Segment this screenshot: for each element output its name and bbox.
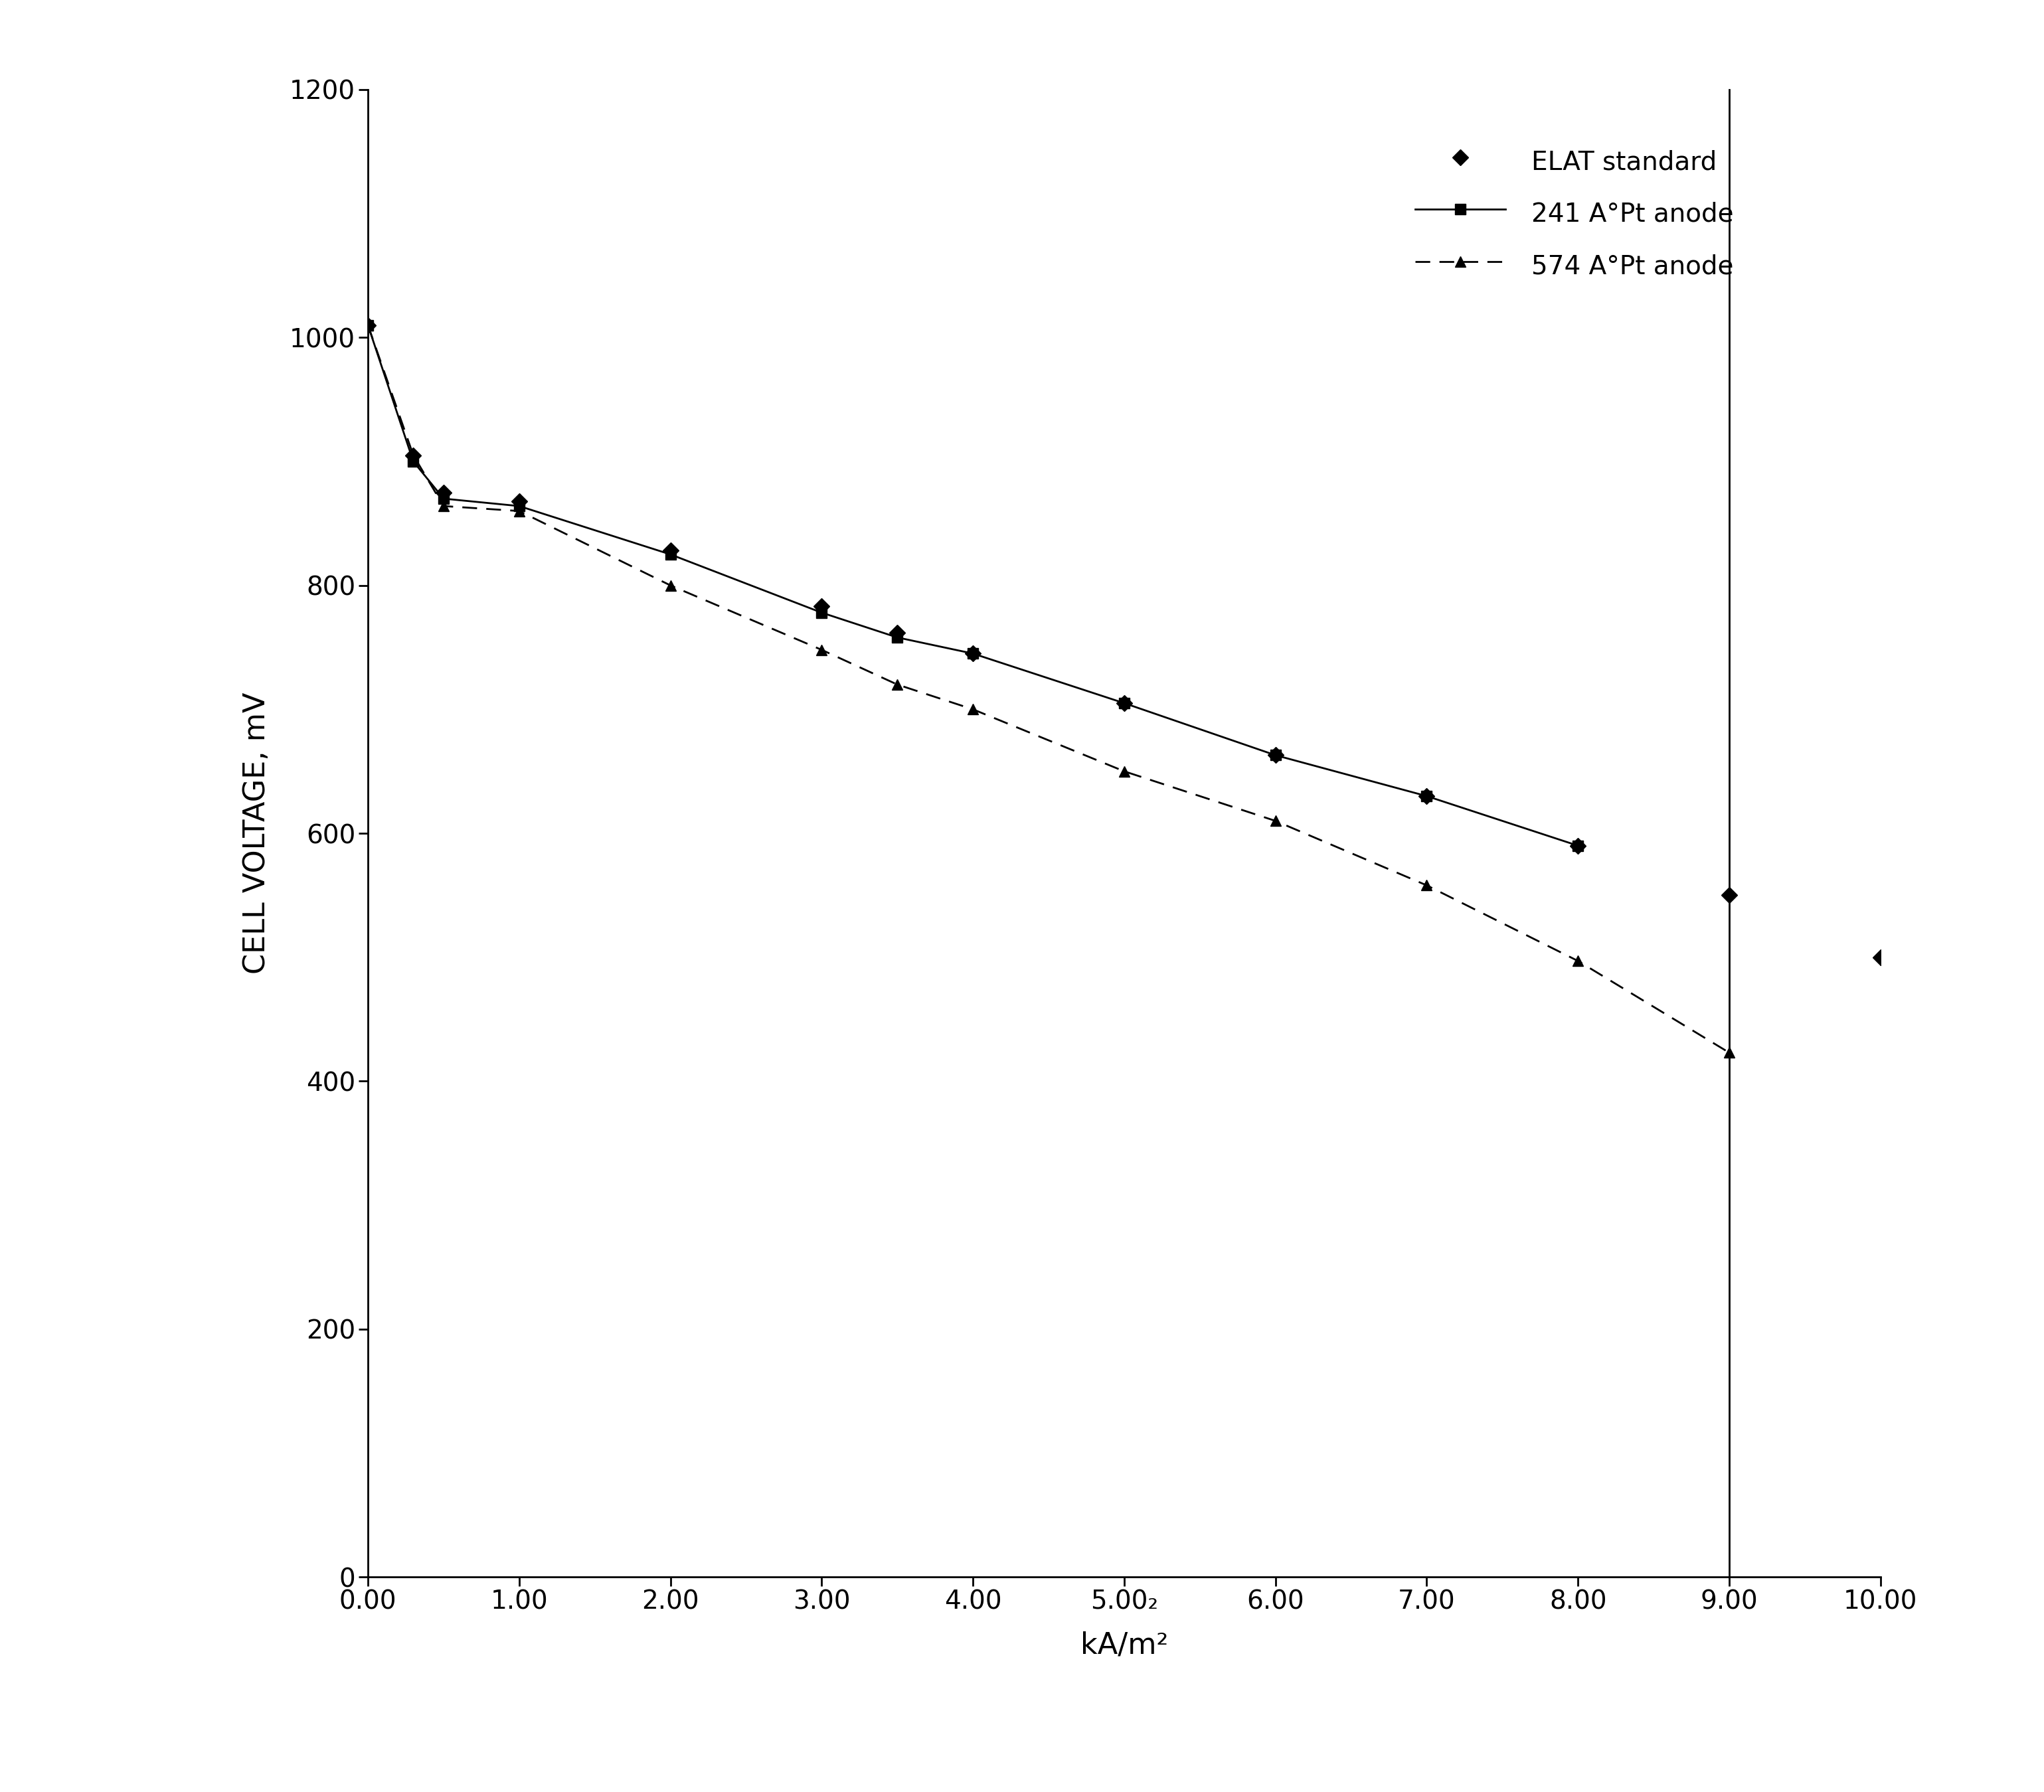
ELAT standard [809, 595, 834, 616]
574 A°Pt anode [507, 500, 531, 521]
241 A°Pt anode [885, 627, 910, 649]
241 A°Pt anode [1263, 744, 1288, 765]
ELAT standard [1566, 835, 1590, 857]
ELAT standard [1112, 692, 1136, 713]
Line: 574 A°Pt anode: 574 A°Pt anode [362, 319, 1735, 1059]
574 A°Pt anode [885, 674, 910, 695]
574 A°Pt anode [1717, 1041, 1741, 1063]
574 A°Pt anode [1263, 810, 1288, 831]
574 A°Pt anode [1414, 874, 1439, 896]
ELAT standard [1414, 785, 1439, 806]
ELAT standard [1263, 744, 1288, 765]
241 A°Pt anode [961, 643, 985, 665]
Line: 241 A°Pt anode: 241 A°Pt anode [362, 319, 1584, 851]
574 A°Pt anode [658, 575, 683, 597]
Line: ELAT standard: ELAT standard [362, 319, 1887, 962]
ELAT standard [401, 444, 425, 466]
ELAT standard [1717, 885, 1741, 907]
Y-axis label: CELL VOLTAGE, mV: CELL VOLTAGE, mV [243, 692, 272, 975]
ELAT standard [507, 491, 531, 513]
241 A°Pt anode [507, 495, 531, 516]
574 A°Pt anode [356, 314, 380, 335]
241 A°Pt anode [1566, 835, 1590, 857]
241 A°Pt anode [658, 543, 683, 564]
ELAT standard [961, 643, 985, 665]
ELAT standard [1868, 946, 1893, 968]
574 A°Pt anode [1112, 760, 1136, 781]
574 A°Pt anode [401, 444, 425, 466]
241 A°Pt anode [356, 314, 380, 335]
241 A°Pt anode [401, 452, 425, 473]
X-axis label: kA/m²: kA/m² [1081, 1631, 1167, 1659]
ELAT standard [356, 314, 380, 335]
ELAT standard [431, 482, 456, 504]
574 A°Pt anode [431, 495, 456, 516]
241 A°Pt anode [809, 602, 834, 624]
574 A°Pt anode [1566, 950, 1590, 971]
241 A°Pt anode [1414, 785, 1439, 806]
ELAT standard [658, 539, 683, 561]
Legend: ELAT standard, 241 A°Pt anode, 574 A°Pt anode: ELAT standard, 241 A°Pt anode, 574 A°Pt … [1402, 133, 1746, 294]
241 A°Pt anode [1112, 692, 1136, 713]
241 A°Pt anode [431, 487, 456, 509]
574 A°Pt anode [809, 640, 834, 661]
574 A°Pt anode [961, 699, 985, 720]
ELAT standard [885, 622, 910, 643]
